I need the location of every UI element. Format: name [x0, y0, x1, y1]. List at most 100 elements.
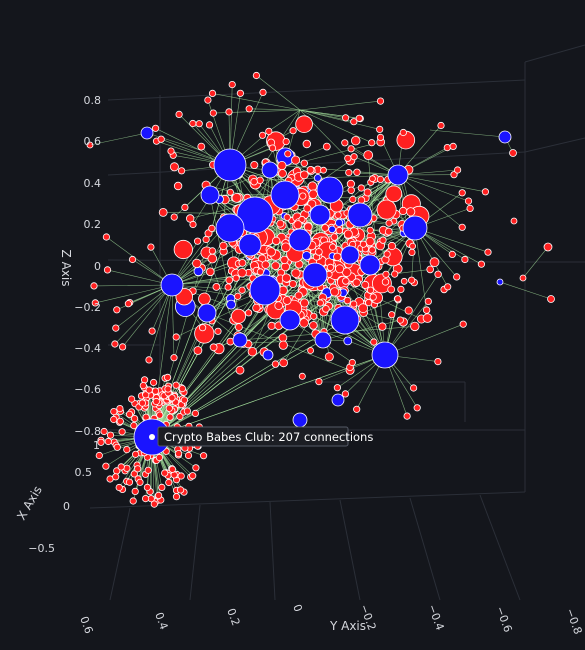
network-node	[437, 121, 445, 130]
network-node	[307, 347, 315, 354]
network-node	[369, 293, 377, 301]
network-node	[252, 303, 261, 313]
network-node	[310, 312, 318, 320]
network-node	[335, 226, 343, 235]
z-tick-label: −0.2	[74, 301, 101, 314]
y-axis: Y Axis 0.6 0.4 0.2 0 −0.2 −0.4 −0.6 −0.8	[77, 603, 584, 637]
network-node	[176, 412, 184, 421]
hub-node	[238, 233, 262, 257]
network-node	[329, 287, 340, 297]
network-edge	[212, 93, 301, 111]
network-node	[189, 220, 197, 229]
network-node	[178, 167, 186, 175]
network-node	[348, 358, 356, 367]
network-node	[282, 138, 290, 146]
network-node	[409, 242, 417, 250]
hub-node	[498, 130, 512, 144]
network-node	[155, 453, 163, 462]
network-node	[329, 243, 337, 251]
network-node	[170, 213, 178, 221]
network-node	[315, 377, 323, 386]
network-node	[361, 280, 370, 289]
z-tick-label: 0.8	[84, 94, 102, 107]
network-node	[363, 150, 374, 161]
z-tick-label: 0.2	[84, 218, 102, 231]
hub-node	[270, 180, 300, 210]
network-node	[143, 483, 151, 491]
network-node	[277, 161, 287, 171]
x-tick-label: 0.5	[75, 466, 93, 479]
network-node	[335, 264, 345, 274]
network-node	[458, 223, 466, 231]
hub-node	[262, 349, 274, 361]
network-node	[278, 169, 287, 178]
network-node	[343, 229, 353, 239]
network-node	[172, 333, 180, 341]
network-node	[192, 258, 202, 269]
network-node	[147, 243, 155, 251]
network-node	[366, 286, 375, 294]
network-node	[461, 255, 469, 264]
network-node	[152, 124, 160, 132]
network-node	[408, 248, 416, 256]
network-node	[238, 286, 246, 294]
hub-node	[402, 215, 428, 241]
network-edge	[429, 129, 506, 138]
network-node	[175, 449, 183, 458]
network-node	[299, 192, 307, 200]
hub-node	[302, 262, 328, 288]
network-node	[250, 160, 259, 169]
hub-node	[314, 331, 332, 349]
network-node	[225, 276, 234, 285]
network-node	[131, 487, 139, 495]
x-axis: X Axis 1 0.5 0 −0.5	[14, 439, 100, 555]
network-node	[347, 186, 355, 194]
network-node	[232, 274, 240, 282]
network-node	[123, 445, 131, 454]
x-tick-label: 0	[63, 500, 70, 513]
tooltip-box	[157, 426, 349, 447]
network-node	[274, 301, 284, 310]
network-edge	[151, 339, 241, 438]
network-node	[382, 270, 390, 278]
network-node	[309, 321, 318, 330]
network-node	[155, 491, 163, 499]
y-tick-label: −0.6	[493, 605, 514, 635]
network-node	[406, 207, 416, 217]
network-node	[141, 376, 149, 384]
network-node	[281, 273, 291, 283]
network-node	[168, 465, 176, 473]
network-node	[191, 409, 199, 417]
network-node	[399, 128, 407, 137]
network-node	[271, 261, 281, 271]
network-node	[368, 246, 376, 254]
network-node	[236, 89, 244, 97]
network-node	[353, 405, 361, 413]
network-node	[148, 327, 156, 335]
network-node	[298, 215, 306, 223]
hub-node	[279, 309, 301, 331]
network-node	[303, 204, 312, 213]
network-node	[291, 155, 301, 165]
hub-node	[215, 213, 245, 243]
network-node	[145, 356, 153, 364]
network-node	[363, 188, 372, 197]
hub-node	[496, 278, 504, 286]
hub-node	[347, 202, 373, 228]
network-node	[543, 242, 553, 252]
hub-node	[313, 173, 322, 182]
network-edge	[114, 284, 173, 345]
network-node	[267, 321, 276, 330]
network-node	[448, 250, 456, 258]
network-node	[130, 421, 138, 430]
network-node	[280, 242, 291, 253]
hub-node	[193, 266, 204, 277]
network-node	[165, 404, 173, 412]
hub-node	[160, 273, 184, 297]
z-tick-label: 0.6	[84, 135, 102, 148]
network-node	[226, 188, 234, 196]
network-node	[256, 268, 264, 276]
hub-node	[340, 245, 360, 265]
network-node	[258, 131, 267, 139]
